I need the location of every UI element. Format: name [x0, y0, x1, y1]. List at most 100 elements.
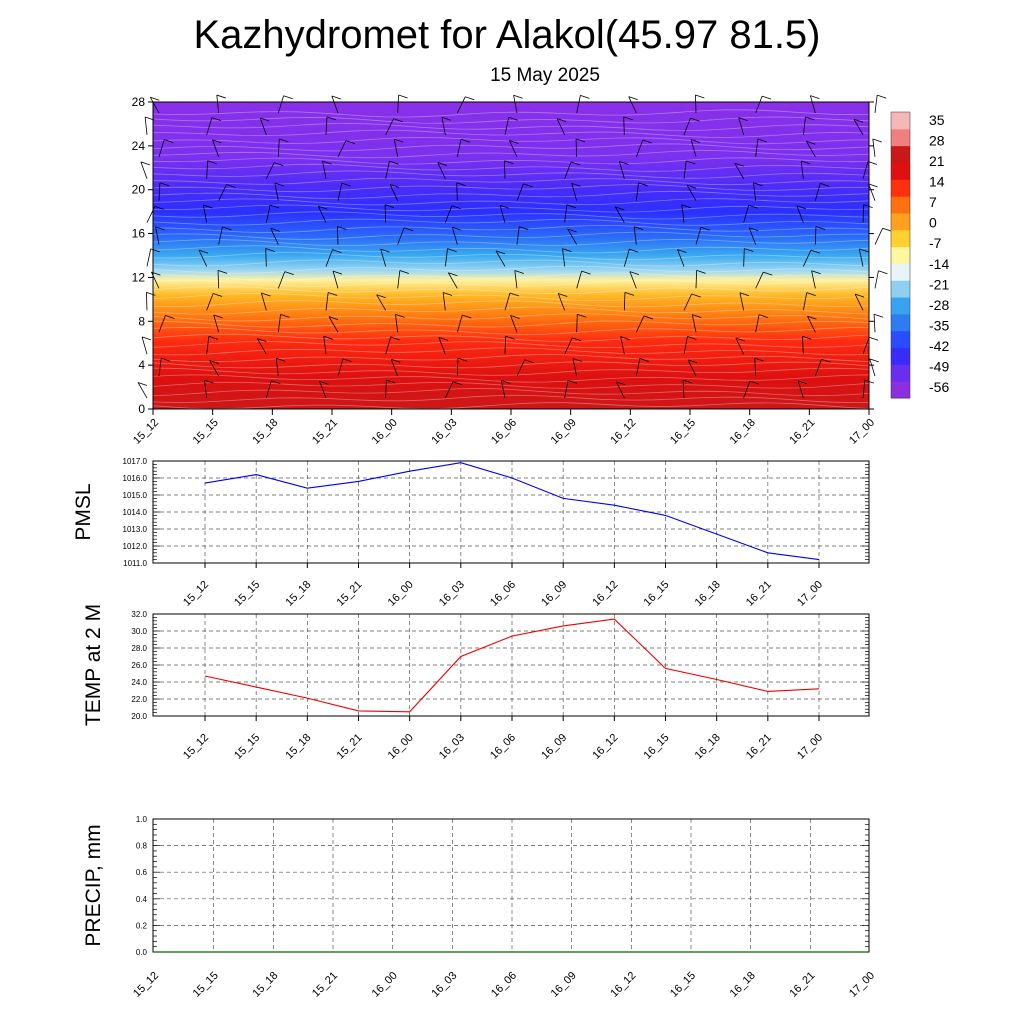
x-tick-label: 16_12	[608, 970, 638, 1000]
x-tick-label: 16_03	[437, 732, 467, 762]
colorbar-label: 21	[929, 153, 945, 169]
y-tick-label: 4	[138, 358, 145, 372]
wind-barb-flag	[280, 314, 290, 318]
wind-barb	[805, 141, 816, 158]
wind-barb-flag	[204, 379, 214, 384]
y-tick-label: 1012.0	[123, 542, 148, 551]
wind-barb-flag	[570, 161, 581, 166]
contour-line	[152, 150, 870, 159]
contour-line	[152, 245, 870, 254]
wind-barb	[444, 381, 454, 399]
wind-barb	[814, 359, 822, 377]
wind-barb-flag	[456, 182, 466, 187]
wind-barb-flag	[328, 316, 339, 321]
x-tick-label: 16_06	[488, 732, 518, 762]
contour-line	[152, 204, 870, 213]
wind-barb-flag	[270, 227, 280, 232]
colorbar-label: 14	[929, 174, 945, 190]
wind-barb-flag	[154, 206, 165, 210]
wind-barb-flag	[326, 116, 337, 121]
wind-barb-flag	[802, 335, 812, 340]
contour-line	[152, 381, 870, 389]
wind-barb-flag	[639, 358, 649, 362]
wind-barb	[564, 380, 569, 399]
y-tick-label: 26.0	[131, 661, 147, 670]
wind-barb	[738, 117, 745, 136]
x-tick-label: 17_00	[847, 970, 877, 1000]
colorbar-swatch	[891, 145, 910, 163]
wind-barb	[389, 184, 399, 201]
wind-barb-flag	[510, 315, 520, 319]
wind-barb-flag	[208, 335, 218, 340]
wind-barb	[683, 117, 691, 136]
wind-barb	[618, 161, 625, 179]
y-tick-label: 12	[132, 270, 146, 284]
x-tick-label: 16_09	[549, 417, 579, 447]
wind-barb-flag	[810, 249, 821, 254]
wind-barb-flag	[797, 380, 808, 385]
wind-barb	[858, 248, 864, 267]
wind-barb	[683, 336, 688, 355]
wind-barb-flag	[757, 138, 767, 143]
wind-barb-flag	[390, 336, 400, 341]
y-axis-title: PMSL	[72, 483, 95, 540]
y-tick-label: 30.0	[131, 627, 147, 636]
colorbar: 35 28 21 14 7 0 -7 -14 -21 -28 -35 -42 -49 -56	[890, 111, 949, 399]
wind-barb	[376, 294, 387, 311]
wind-barb	[809, 95, 816, 114]
wind-barb	[277, 138, 280, 157]
wind-barb	[206, 336, 210, 355]
wind-barb-flag	[562, 248, 572, 252]
wind-barb-flag	[499, 204, 510, 209]
x-tick-label: 16_06	[489, 970, 519, 1000]
wind-barb	[514, 270, 518, 289]
contour-line	[152, 265, 870, 274]
wind-barb	[635, 182, 639, 201]
wind-barb-flag	[345, 140, 356, 145]
wind-barb-flag	[696, 270, 706, 274]
y-tick-label: 24.0	[131, 678, 147, 687]
contour-line	[152, 116, 870, 124]
contour-line	[152, 252, 870, 261]
wind-barb-flag	[448, 272, 458, 277]
wind-barb	[144, 116, 148, 135]
wind-barb-flag	[146, 291, 156, 296]
wind-barb-flag	[452, 226, 462, 231]
contour-line	[152, 286, 870, 295]
wind-barb-flag	[457, 357, 468, 362]
wind-barb	[198, 249, 208, 267]
wind-barb-flag	[642, 139, 652, 144]
wind-barb-flag	[398, 94, 408, 99]
wind-barb-flag	[460, 138, 471, 143]
wind-barb-flag	[342, 358, 353, 363]
wind-barb-flag	[386, 379, 396, 384]
wind-barb-flag	[513, 94, 523, 99]
wind-barb-flag	[754, 357, 764, 362]
wind-barb	[206, 293, 214, 311]
wind-barb	[504, 336, 507, 355]
wind-barb	[337, 358, 344, 377]
wind-barb-flag	[271, 380, 281, 385]
colorbar-swatch	[891, 330, 910, 349]
wind-barb	[677, 249, 685, 267]
contour-line	[152, 170, 870, 179]
wind-barb	[336, 226, 339, 245]
y-tick-label: 1016.0	[123, 474, 148, 483]
wind-barb	[694, 94, 697, 113]
wind-barb-flag	[209, 360, 219, 364]
wind-barb-flag	[805, 116, 815, 121]
wind-barb-flag	[572, 358, 583, 362]
wind-barb	[325, 249, 333, 267]
wind-barb	[755, 271, 764, 289]
wind-barb-flag	[634, 226, 644, 231]
colorbar-label: -42	[929, 338, 949, 354]
wind-barb	[874, 95, 878, 114]
x-tick-label: 16_21	[744, 579, 774, 609]
contour-line	[152, 109, 870, 118]
wind-barb-flag	[681, 204, 691, 209]
wind-barb	[575, 138, 578, 157]
colorbar-swatch	[891, 313, 910, 332]
wind-barb	[395, 314, 399, 333]
colorbar-label: 0	[929, 215, 937, 231]
wind-barb	[872, 138, 876, 157]
